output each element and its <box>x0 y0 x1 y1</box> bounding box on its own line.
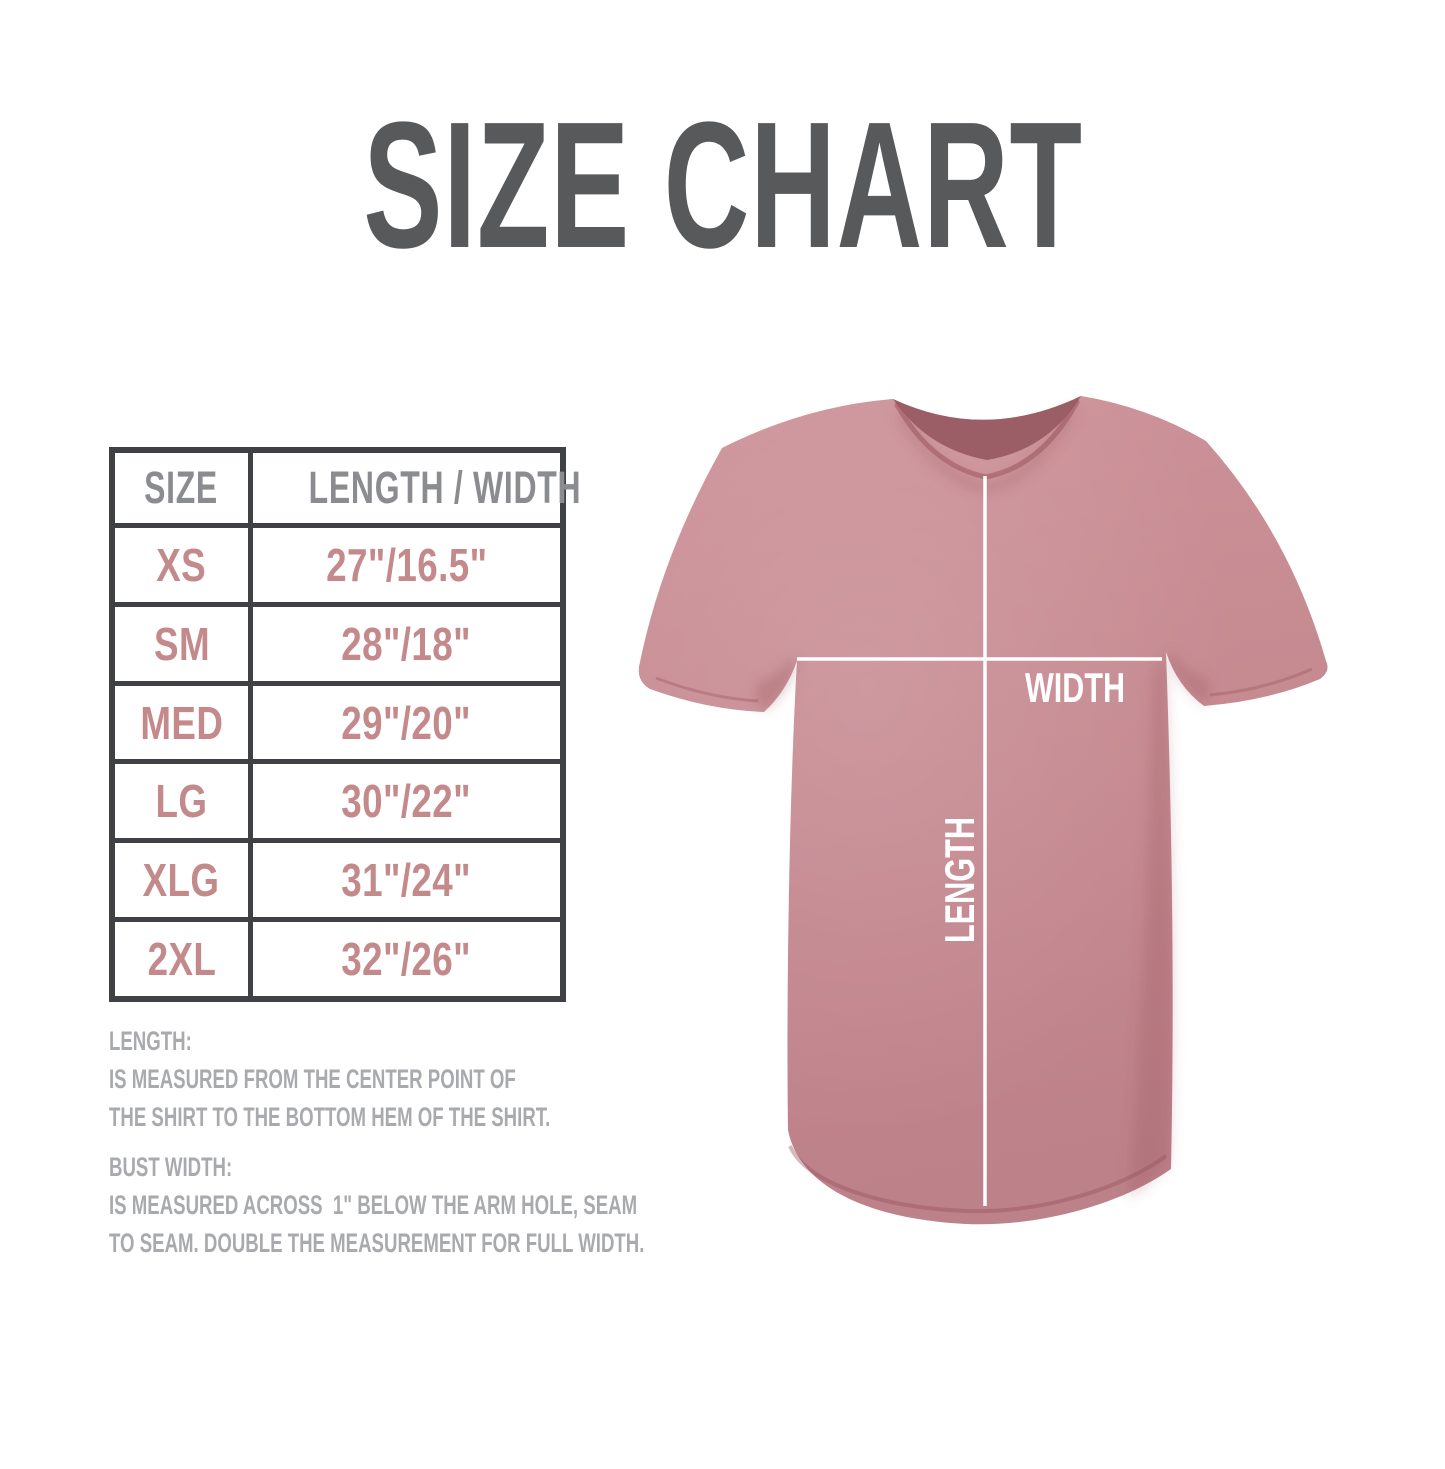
bust-width-note-line: IS MEASURED ACROSS 1" BELOW THE ARM HOLE… <box>109 1190 638 1220</box>
page-title-text: SIZE CHART <box>362 85 1083 286</box>
size-cell: 2XL <box>115 922 253 996</box>
size-cell: XLG <box>115 843 253 918</box>
table-row-med: MED 29"/20" <box>115 680 560 760</box>
measurement-cell: 31"/24" <box>341 854 472 907</box>
left-underarm-shadow <box>755 660 797 710</box>
size-cell: SM <box>115 606 253 681</box>
measurement-notes: LENGTH: IS MEASURED FROM THE CENTER POIN… <box>109 1022 769 1262</box>
measurement-cell: 28"/18" <box>341 617 472 670</box>
length-note-line: IS MEASURED FROM THE CENTER POINT OF <box>109 1064 516 1094</box>
measurement-cell: 29"/20" <box>341 696 472 749</box>
table-header-length-width: LENGTH / WIDTH <box>308 462 582 513</box>
table-row-xs: XS 27"/16.5" <box>115 523 560 602</box>
right-underarm-shadow <box>1166 654 1211 704</box>
table-row-2xl: 2XL 32"/26" <box>115 917 560 996</box>
collar-opening <box>893 396 1081 460</box>
length-note: LENGTH: IS MEASURED FROM THE CENTER POIN… <box>109 1022 769 1136</box>
left-sleeve-seam <box>655 676 759 703</box>
size-cell: XS <box>115 528 253 602</box>
length-note-heading: LENGTH: <box>109 1026 192 1056</box>
length-note-line: THE SHIRT TO THE BOTTOM HEM OF THE SHIRT… <box>109 1102 551 1132</box>
bust-width-note-heading: BUST WIDTH: <box>109 1152 233 1182</box>
length-label: LENGTH <box>936 817 983 943</box>
table-header-size: SIZE <box>115 453 253 523</box>
body-right-shadow <box>1128 660 1174 1198</box>
size-cell: LG <box>115 764 253 839</box>
width-label: WIDTH <box>1025 664 1125 711</box>
table-row-sm: SM 28"/18" <box>115 601 560 681</box>
measurement-cell: 27"/16.5" <box>325 538 488 591</box>
page-title: SIZE CHART <box>0 96 1445 276</box>
tshirt-graphic <box>638 396 1328 1225</box>
bust-width-note: BUST WIDTH: IS MEASURED ACROSS 1" BELOW … <box>109 1148 769 1262</box>
bust-width-note-line: TO SEAM. DOUBLE THE MEASUREMENT FOR FULL… <box>109 1228 645 1258</box>
tshirt-highlight <box>638 396 1328 1225</box>
size-chart-table: SIZE LENGTH / WIDTH XS 27"/16.5" SM 28"/… <box>109 447 581 1002</box>
table-row-lg: LG 30"/22" <box>115 759 560 839</box>
measurement-cell: 32"/26" <box>341 933 472 986</box>
bottom-hem-seam <box>788 1145 1168 1214</box>
size-cell: MED <box>115 685 253 760</box>
right-sleeve-seam <box>1209 667 1313 697</box>
tshirt-diagram: WIDTH LENGTH <box>638 396 1328 1225</box>
table-header-row: SIZE LENGTH / WIDTH <box>115 453 581 523</box>
table-row-xlg: XLG 31"/24" <box>115 838 560 918</box>
measurement-cell: 30"/22" <box>341 775 472 828</box>
